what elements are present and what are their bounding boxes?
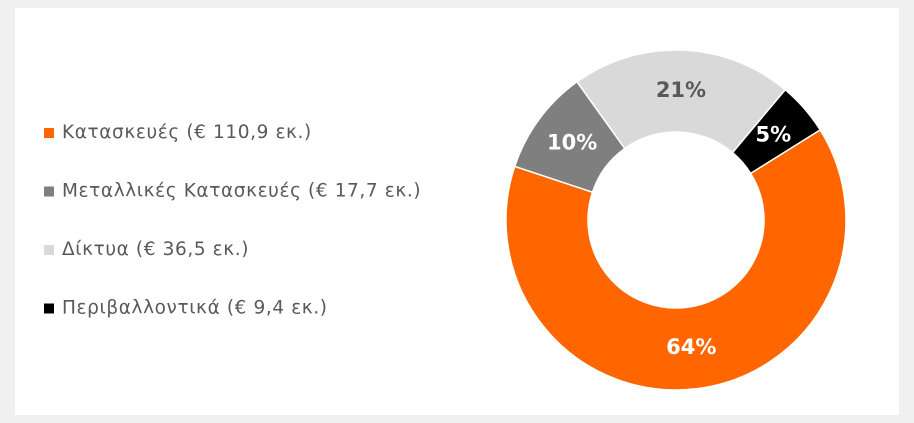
data-label: 5% — [756, 122, 792, 146]
legend-swatch — [44, 128, 54, 138]
donut-segment — [505, 128, 847, 391]
data-label: 64% — [666, 335, 716, 359]
legend-label: Κατασκευές (€ 110,9 εκ.) — [62, 122, 312, 143]
legend-swatch — [44, 186, 54, 197]
legend-label: Μεταλλικές Κατασκευές (€ 17,7 εκ.) — [62, 181, 421, 202]
data-label: 21% — [656, 78, 706, 102]
legend-swatch — [44, 245, 54, 255]
data-label: 10% — [547, 130, 597, 154]
legend-label: Δίκτυα (€ 36,5 εκ.) — [62, 239, 249, 260]
donut-segment — [575, 49, 787, 154]
legend-swatch — [44, 303, 54, 314]
legend-label: Περιβαλλοντικά (€ 9,4 εκ.) — [62, 298, 328, 319]
donut-segment — [731, 88, 822, 175]
